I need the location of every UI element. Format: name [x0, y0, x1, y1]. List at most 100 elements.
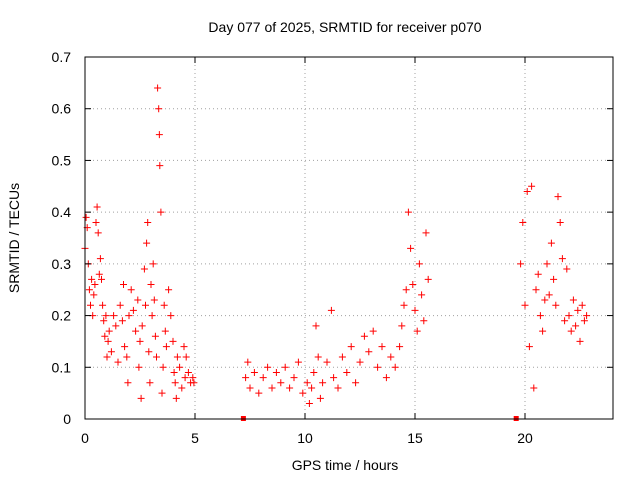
- data-point: [184, 368, 192, 376]
- data-point: [92, 218, 100, 226]
- data-point: [420, 317, 428, 325]
- y-axis-label: SRMTID / TECUs: [6, 183, 22, 293]
- data-point: [107, 348, 115, 356]
- data-point: [170, 368, 178, 376]
- y-tick-label: 0.1: [52, 359, 72, 375]
- data-point: [327, 306, 335, 314]
- data-point: [338, 353, 346, 361]
- data-point: [142, 301, 149, 309]
- data-point: [176, 363, 184, 371]
- data-point: [178, 384, 186, 392]
- data-point: [550, 275, 558, 283]
- data-point: [138, 322, 146, 330]
- data-point: [259, 374, 267, 382]
- data-point: [387, 353, 395, 361]
- plot-frame: [84, 56, 614, 420]
- data-point: [334, 384, 342, 392]
- data-point: [87, 301, 94, 309]
- data-point: [190, 379, 198, 387]
- data-point: [82, 213, 90, 221]
- data-point: [413, 327, 421, 335]
- data-point: [424, 275, 432, 283]
- data-point: [137, 394, 145, 402]
- data-point: [161, 327, 169, 335]
- data-point: [286, 384, 294, 392]
- data-point: [93, 203, 101, 211]
- data-point: [268, 384, 276, 392]
- data-point: [171, 379, 179, 387]
- data-point: [528, 182, 536, 190]
- x-tick-label: 15: [407, 430, 423, 446]
- x-tick-label: 20: [517, 430, 533, 446]
- data-point: [114, 358, 122, 366]
- data-point: [305, 399, 313, 407]
- y-tick-label: 0.4: [52, 204, 72, 220]
- data-point: [303, 379, 311, 387]
- data-point: [398, 322, 406, 330]
- data-point: [169, 337, 177, 345]
- data-point: [98, 275, 105, 283]
- data-point: [396, 343, 404, 351]
- data-point: [118, 317, 126, 325]
- data-point: [112, 322, 120, 330]
- data-point: [525, 343, 533, 351]
- data-point: [146, 379, 154, 387]
- data-point: [404, 208, 412, 216]
- data-point: [124, 379, 132, 387]
- data-point: [281, 363, 289, 371]
- data-point: [167, 312, 175, 320]
- data-point: [157, 208, 165, 216]
- data-point: [136, 337, 144, 345]
- data-point: [94, 229, 102, 237]
- data-point: [121, 343, 129, 351]
- data-point: [365, 348, 373, 356]
- data-point: [578, 301, 586, 309]
- data-point: [159, 363, 167, 371]
- data-point: [369, 327, 377, 335]
- data-point: [242, 374, 250, 382]
- data-point: [316, 394, 324, 402]
- data-point: [556, 218, 564, 226]
- data-point: [521, 301, 529, 309]
- data-point: [299, 389, 307, 397]
- data-point: [360, 332, 368, 340]
- data-point: [400, 301, 408, 309]
- data-point: [583, 312, 591, 320]
- data-point: [418, 291, 426, 299]
- data-point: [116, 301, 124, 309]
- y-tick-label: 0.3: [52, 256, 72, 272]
- data-point: [123, 353, 131, 361]
- data-point: [150, 296, 158, 304]
- data-point: [95, 270, 103, 278]
- data-point: [101, 332, 109, 340]
- data-point: [125, 312, 133, 320]
- data-point: [530, 384, 538, 392]
- data-point: [264, 363, 272, 371]
- data-point: [90, 291, 98, 299]
- data-point: [155, 131, 163, 139]
- data-point: [246, 384, 254, 392]
- data-point: [155, 105, 163, 113]
- y-tick-label: 0.2: [52, 308, 72, 324]
- data-point: [569, 296, 577, 304]
- data-point: [580, 317, 588, 325]
- data-point: [545, 291, 553, 299]
- data-point: [181, 374, 189, 382]
- data-point: [572, 322, 580, 330]
- data-point: [173, 353, 181, 361]
- data-point: [110, 312, 118, 320]
- data-point: [391, 363, 399, 371]
- data-point: [356, 358, 364, 366]
- data-point: [319, 379, 327, 387]
- data-point: [415, 260, 423, 268]
- data-point: [272, 368, 280, 376]
- data-point: [180, 343, 188, 351]
- data-point: [565, 312, 573, 320]
- data-point: [523, 187, 531, 195]
- y-tick-label: 0: [63, 411, 71, 427]
- data-point: [312, 322, 320, 330]
- data-point: [129, 306, 137, 314]
- data-point: [576, 337, 584, 345]
